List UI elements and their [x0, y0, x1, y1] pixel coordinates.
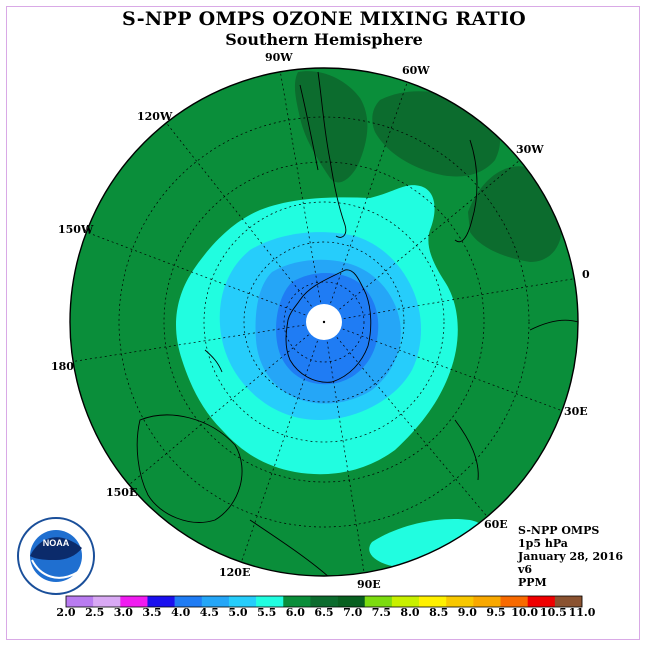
- lon-label-30e: 30E: [564, 405, 588, 418]
- colorbar-tick-label: 2.5: [85, 606, 105, 619]
- info-date: January 28, 2016: [518, 550, 624, 563]
- figure-frame: [6, 6, 640, 640]
- disk-border: [69, 67, 579, 577]
- colorbar-swatch-10: [337, 596, 366, 607]
- lon-label-120w: 120W: [137, 110, 173, 123]
- colorbar-swatch-8: [283, 596, 311, 607]
- colorbar-tick-label: 7.0: [343, 606, 363, 619]
- colorbar-swatch-2: [120, 596, 148, 607]
- lon-label-90w: 90W: [265, 51, 293, 64]
- meridians: [70, 69, 578, 576]
- info-version: v6: [518, 563, 533, 576]
- product-info: S-NPP OMPS 1p5 hPa January 28, 2016 v6 P…: [518, 524, 623, 589]
- colorbar-tick-label: 6.0: [285, 606, 305, 619]
- south-pole-marker: [322, 320, 326, 324]
- coastlines: [136, 71, 578, 576]
- colorbar-tick-label: 3.0: [113, 606, 133, 619]
- colorbar: [65, 595, 583, 608]
- colorbar-swatch-17: [527, 596, 556, 607]
- colorbar-tick-label: 9.5: [486, 606, 506, 619]
- ozone-region-dark-1: [294, 71, 368, 183]
- info-level: 1p5 hPa: [518, 537, 568, 550]
- noaa-logo-text: NOAA: [43, 538, 70, 548]
- map-title: S-NPP OMPS OZONE MIXING RATIO: [121, 8, 527, 30]
- colorbar-tick-label: 5.0: [228, 606, 248, 619]
- ozone-region-dark-3: [468, 166, 562, 262]
- colorbar-tick-label: 3.5: [142, 606, 162, 619]
- latitude-circles: [118, 116, 530, 528]
- lon-label-150w: 150W: [58, 223, 94, 236]
- info-units: PPM: [518, 576, 547, 589]
- colorbar-swatch-13: [419, 596, 447, 607]
- colorbar-tick-label: 11.0: [568, 606, 596, 619]
- colorbar-tick-label: 5.5: [257, 606, 277, 619]
- colorbar-swatch-9: [310, 596, 338, 607]
- colorbar-swatch-5: [201, 596, 230, 607]
- lon-label-0: 0: [582, 268, 590, 281]
- colorbar-swatch-18: [554, 596, 583, 607]
- lon-label-150e: 150E: [106, 486, 138, 499]
- colorbar-tick-label: 10.5: [539, 606, 567, 619]
- colorbar-tick-label: 8.5: [429, 606, 449, 619]
- colorbar-tick-label: 2.0: [56, 606, 76, 619]
- info-instrument: S-NPP OMPS: [518, 524, 600, 537]
- colorbar-tick-label: 9.0: [457, 606, 477, 619]
- colorbar-swatch-3: [147, 596, 175, 607]
- colorbar-swatch-11: [364, 596, 393, 607]
- lon-label-120e: 120E: [219, 566, 251, 579]
- colorbar-swatch-16: [500, 596, 528, 607]
- lon-label-60w: 60W: [402, 64, 430, 77]
- colorbar-tick-label: 10.0: [511, 606, 539, 619]
- lon-label-90e: 90E: [357, 578, 381, 591]
- colorbar-swatch-14: [446, 596, 474, 607]
- colorbar-swatch-7: [256, 596, 284, 607]
- colorbar-swatch-4: [174, 596, 203, 607]
- lon-label-30w: 30W: [516, 143, 544, 156]
- colorbar-tick-label: 7.5: [371, 606, 391, 619]
- colorbar-tick-label: 4.0: [171, 606, 191, 619]
- colorbar-tick-label: 6.5: [314, 606, 334, 619]
- colorbar-swatch-0: [66, 596, 94, 607]
- map-subtitle: Southern Hemisphere: [225, 30, 423, 49]
- colorbar-swatch-12: [391, 596, 420, 607]
- lon-label-180: 180: [51, 360, 74, 373]
- colorbar-tick-label: 8.0: [400, 606, 420, 619]
- noaa-logo: NOAA: [17, 517, 95, 595]
- colorbar-swatch-1: [93, 596, 121, 607]
- colorbar-swatch-15: [473, 596, 501, 607]
- colorbar-swatch-6: [228, 596, 257, 607]
- lon-label-60e: 60E: [484, 518, 508, 531]
- colorbar-tick-label: 4.5: [199, 606, 219, 619]
